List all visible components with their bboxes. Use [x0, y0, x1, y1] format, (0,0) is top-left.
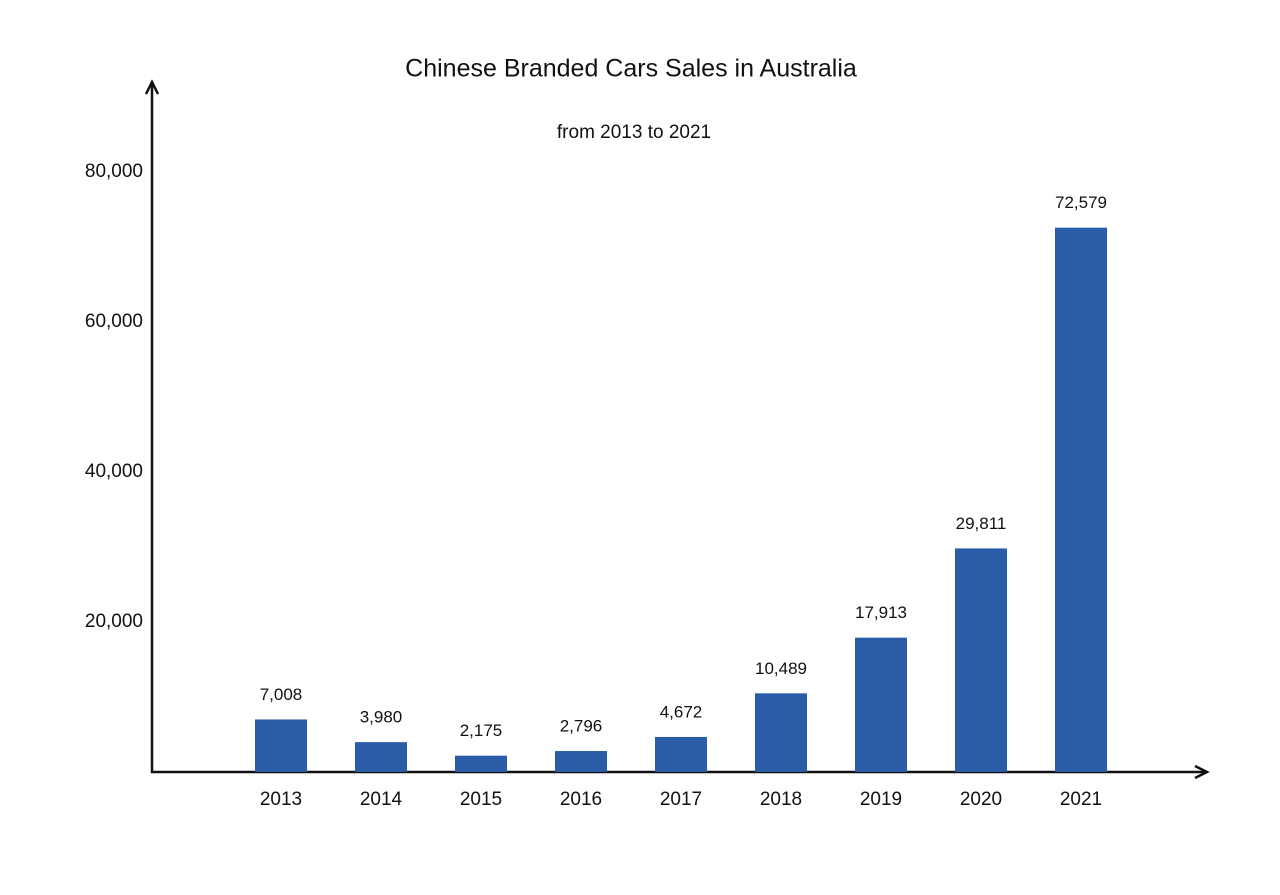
bar	[1055, 227, 1107, 773]
x-tick-label: 2021	[1060, 789, 1102, 810]
bar	[855, 637, 907, 772]
x-tick-label: 2020	[960, 789, 1002, 810]
value-label: 72,579	[1055, 193, 1107, 212]
x-tick-label: 2014	[360, 789, 403, 810]
value-label: 7,008	[260, 685, 303, 704]
bar	[755, 693, 807, 772]
bar	[955, 548, 1007, 772]
y-tick-label: 20,000	[85, 611, 143, 632]
value-label: 10,489	[755, 659, 807, 678]
x-tick-label: 2016	[560, 789, 602, 810]
chart-title: Chinese Branded Cars Sales in Australia	[405, 55, 857, 83]
value-label: 2,796	[560, 717, 603, 736]
x-tick-label: 2015	[460, 789, 502, 810]
chart-subtitle: from 2013 to 2021	[557, 122, 711, 143]
y-tick-label: 80,000	[85, 161, 143, 182]
y-tick-label: 40,000	[85, 461, 143, 482]
x-tick-label: 2018	[760, 789, 802, 810]
bar	[355, 742, 407, 772]
value-label: 3,980	[360, 708, 403, 727]
x-tick-label: 2019	[860, 789, 902, 810]
y-axis-arrow	[144, 79, 160, 95]
bar	[255, 719, 307, 772]
value-label: 29,811	[956, 514, 1007, 533]
bar	[455, 755, 507, 772]
x-tick-label: 2017	[660, 789, 702, 810]
value-label: 4,672	[660, 702, 703, 721]
bar	[555, 751, 607, 772]
x-axis-arrow	[1194, 764, 1210, 780]
y-tick-label: 60,000	[85, 311, 143, 332]
x-tick-label: 2013	[260, 789, 302, 810]
bar	[655, 736, 707, 772]
value-label: 17,913	[855, 603, 907, 622]
value-label: 2,175	[460, 721, 503, 740]
